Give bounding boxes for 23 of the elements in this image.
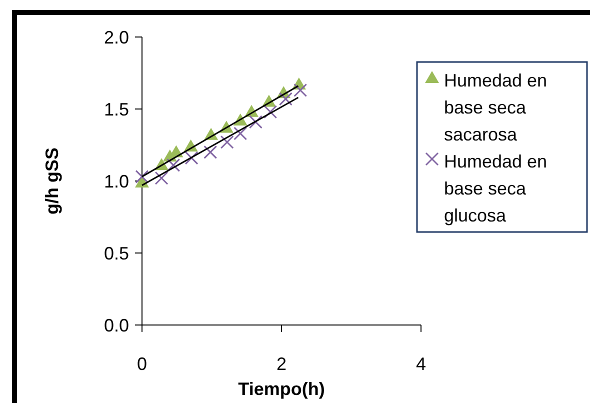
point (264, 105, 278, 119)
y-tick-label: 0.5 (104, 243, 129, 264)
point (204, 145, 218, 159)
point (184, 151, 198, 165)
x-tick-label: 4 (416, 354, 426, 374)
x-tick-label: 2 (276, 354, 287, 374)
point (278, 92, 292, 106)
y-tick-label: 1.5 (104, 99, 129, 120)
x-axis-title: Tiempo(h) (238, 379, 325, 399)
y-tick-label: 0.0 (104, 315, 129, 336)
point (135, 170, 149, 184)
point (234, 126, 248, 140)
point (248, 115, 262, 129)
x-tick-label: 0 (136, 354, 148, 374)
legend-label: Humedad en base seca glucosa (444, 151, 548, 226)
point (166, 158, 180, 172)
point (154, 171, 168, 185)
y-tick-label: 1.0 (104, 171, 129, 192)
point (220, 135, 234, 149)
y-tick-label: 2.0 (104, 27, 129, 48)
legend-label: Humedad en base seca sacarosa (444, 70, 548, 144)
y-axis-title: g/h gSS (42, 148, 62, 214)
point (294, 84, 308, 98)
